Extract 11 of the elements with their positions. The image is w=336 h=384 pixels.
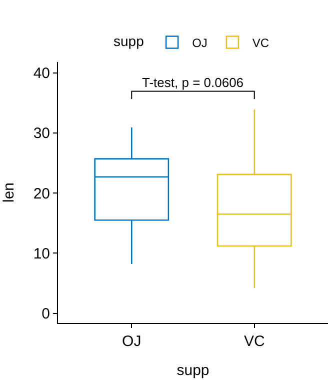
x-axis-title: supp (176, 362, 210, 379)
legend-title: supp (114, 32, 144, 49)
legend-label: VC (252, 36, 270, 50)
y-tick-label: 10 (33, 245, 50, 262)
legend-label: OJ (192, 36, 208, 50)
y-tick-label: 40 (33, 65, 50, 82)
y-tick-label: 0 (42, 306, 50, 323)
y-axis-title: len (0, 182, 18, 203)
y-tick-label: 30 (33, 125, 50, 142)
annotation: T-test, p = 0.0606 (142, 75, 244, 90)
y-tick-label: 20 (33, 185, 50, 202)
